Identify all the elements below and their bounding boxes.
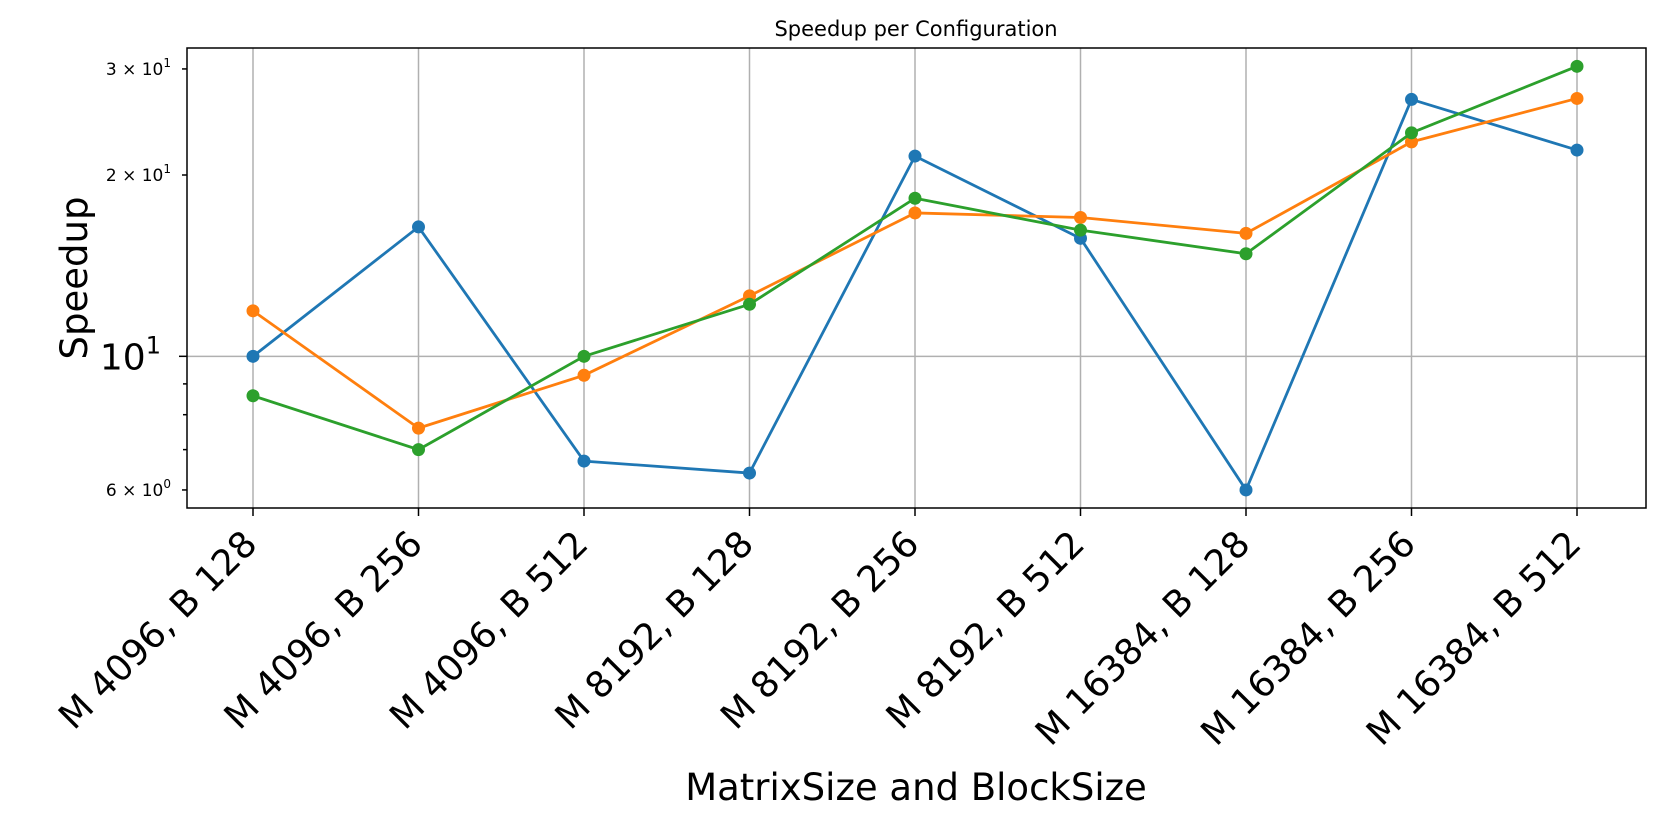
series-blue-point (1239, 483, 1253, 497)
series-blue-point (246, 349, 260, 363)
y-tick-exponent: 1 (163, 162, 171, 176)
series-blue-point (1570, 143, 1584, 157)
plot-frame (186, 47, 1647, 509)
y-axis-label: Speedup (53, 197, 96, 360)
y-tick-exponent: 1 (146, 331, 161, 359)
series-green-point (908, 191, 922, 205)
series-orange-point (246, 304, 260, 318)
series-green-point (1570, 59, 1584, 73)
y-tick-label: 6 × 100 (106, 477, 171, 501)
y-tick-label: 2 × 101 (106, 162, 171, 186)
grid-layer (187, 48, 1646, 508)
chart-title: Speedup per Configuration (774, 17, 1057, 41)
series-layer (246, 59, 1584, 497)
y-tick-exponent: 0 (163, 477, 171, 491)
series-orange-point (908, 206, 922, 220)
series-green-point (1239, 247, 1253, 261)
series-green-point (1405, 126, 1418, 140)
series-orange-point (1074, 211, 1087, 225)
series-orange-point (1239, 226, 1253, 240)
series-blue-point (577, 454, 591, 468)
series-orange-point (412, 421, 425, 435)
series-blue-point (412, 220, 425, 234)
series-green (246, 59, 1584, 457)
series-orange-point (1570, 91, 1584, 105)
y-tick-exponent: 1 (163, 56, 171, 70)
series-orange-point (577, 368, 591, 382)
y-tick-label: 101 (100, 331, 161, 378)
series-green-point (743, 297, 756, 311)
series-blue-point (908, 149, 922, 163)
series-green-point (412, 443, 425, 457)
series-blue-point (743, 466, 756, 480)
series-blue-point (1405, 92, 1418, 106)
series-blue (246, 92, 1584, 497)
series-green-point (246, 389, 260, 403)
series-orange-point (1405, 135, 1418, 149)
series-green-point (577, 349, 591, 363)
series-green-point (1074, 223, 1087, 237)
y-tick-label: 3 × 101 (106, 56, 171, 80)
x-axis-label: MatrixSize and BlockSize (685, 766, 1147, 809)
